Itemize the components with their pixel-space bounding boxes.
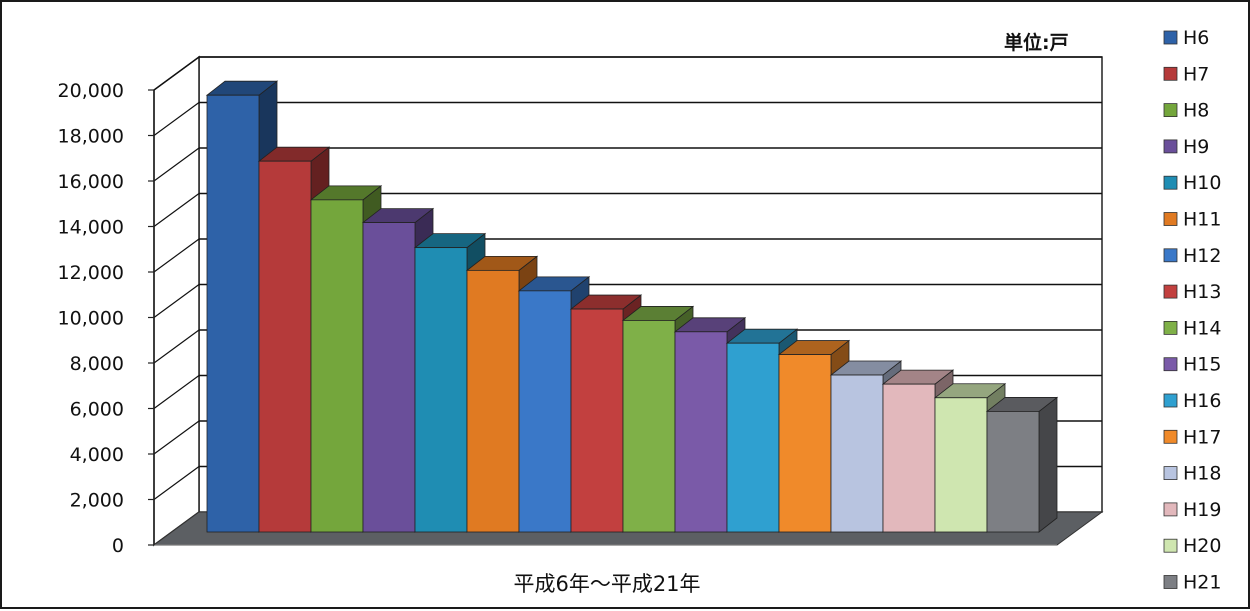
bar-front xyxy=(830,374,884,533)
bar-front xyxy=(414,247,468,533)
legend-label: H11 xyxy=(1183,209,1221,231)
legend-item-H6: H6 xyxy=(1163,27,1209,49)
gridline-side xyxy=(153,102,200,136)
legend-item-H10: H10 xyxy=(1163,172,1221,194)
legend-item-H19: H19 xyxy=(1163,499,1221,521)
bar-front xyxy=(986,411,1040,533)
legend-item-H17: H17 xyxy=(1163,426,1221,448)
legend-label: H20 xyxy=(1183,535,1221,557)
y-tick-label: 2,000 xyxy=(70,490,124,512)
legend-label: H7 xyxy=(1183,63,1209,85)
legend-label: H17 xyxy=(1183,426,1221,448)
gridline-side xyxy=(153,193,200,227)
bar-front xyxy=(934,397,988,533)
legend-item-H15: H15 xyxy=(1163,354,1221,376)
legend-swatch xyxy=(1163,139,1178,154)
bar-side xyxy=(1038,396,1058,533)
legend-item-H8: H8 xyxy=(1163,100,1209,122)
bar-front xyxy=(726,342,780,533)
y-tick-label: 10,000 xyxy=(58,308,124,330)
legend-label: H16 xyxy=(1183,390,1221,412)
y-tick-label: 8,000 xyxy=(70,353,124,375)
gridline-side xyxy=(153,420,200,455)
legend-swatch xyxy=(1163,320,1178,335)
legend-label: H13 xyxy=(1183,281,1221,303)
unit-label: 単位:戸 xyxy=(1004,31,1069,54)
legend-swatch xyxy=(1163,357,1178,372)
legend-item-H18: H18 xyxy=(1163,463,1221,485)
legend-swatch xyxy=(1163,103,1178,117)
y-tick-label: 14,000 xyxy=(58,217,124,239)
gridline-side xyxy=(153,375,200,409)
legend-item-H14: H14 xyxy=(1163,317,1221,339)
legend-item-H11: H11 xyxy=(1163,209,1221,231)
gridline-side xyxy=(153,238,200,273)
legend-swatch xyxy=(1163,30,1178,45)
bar-front xyxy=(310,199,364,533)
legend-label: H19 xyxy=(1183,499,1221,521)
x-axis-label: 平成6年～平成21年 xyxy=(513,572,700,596)
gridline-side xyxy=(153,284,200,318)
legend-swatch xyxy=(1163,429,1178,444)
legend-swatch xyxy=(1163,502,1178,517)
y-tick-label: 20,000 xyxy=(58,80,124,102)
gridline-side xyxy=(153,329,200,364)
bar-front xyxy=(882,383,936,533)
legend-label: H9 xyxy=(1183,136,1209,158)
legend-label: H15 xyxy=(1183,354,1221,376)
legend-label: H14 xyxy=(1183,317,1221,339)
legend-item-H16: H16 xyxy=(1163,390,1221,412)
legend-swatch xyxy=(1163,538,1178,553)
legend-label: H12 xyxy=(1183,245,1221,267)
bar-front xyxy=(674,331,728,533)
y-tick-label: 12,000 xyxy=(58,262,124,284)
y-tick-label: 4,000 xyxy=(70,444,124,466)
legend-label: H10 xyxy=(1183,172,1221,194)
bar-front xyxy=(518,290,572,533)
legend-item-H7: H7 xyxy=(1163,63,1209,85)
legend-label: H8 xyxy=(1183,100,1209,122)
legend-item-H12: H12 xyxy=(1163,245,1221,267)
legend-item-H9: H9 xyxy=(1163,136,1209,158)
y-tick-label: 0 xyxy=(112,535,124,557)
legend-swatch xyxy=(1163,175,1178,190)
gridline-side xyxy=(153,56,200,91)
legend-swatch xyxy=(1163,248,1178,263)
y-tick-label: 16,000 xyxy=(58,171,124,193)
legend-swatch xyxy=(1163,212,1178,226)
y-axis: 0 2,000 4,000 6,000 8,000 10,000 12,000 14,000 1… xyxy=(58,80,155,557)
legend-swatch xyxy=(1163,466,1178,481)
legend-label: H6 xyxy=(1183,27,1209,49)
gridline-side xyxy=(153,466,200,500)
bar-front xyxy=(570,308,624,533)
bar-front xyxy=(778,354,832,533)
bar-front xyxy=(622,320,676,533)
legend-item-H21: H21 xyxy=(1163,572,1221,594)
legend-swatch xyxy=(1163,66,1178,81)
y-tick-label: 18,000 xyxy=(58,126,124,148)
y-tick-label: 6,000 xyxy=(70,399,124,421)
legend-item-H13: H13 xyxy=(1163,281,1221,303)
legend-swatch xyxy=(1163,393,1178,408)
bar-front xyxy=(258,160,312,533)
legend: H6 H7 H8 H9 H10 H11 H12 H13 H14 H15 H16 H17 H18 H19 H2… xyxy=(1163,27,1221,594)
gridline-side xyxy=(153,147,200,182)
legend-item-H20: H20 xyxy=(1163,535,1221,557)
bar-front xyxy=(206,94,260,533)
legend-label: H18 xyxy=(1183,463,1221,485)
bar-front xyxy=(362,222,416,533)
bar-H21 xyxy=(985,396,1059,533)
legend-swatch xyxy=(1163,284,1178,299)
bar-front xyxy=(466,269,520,533)
legend-label: H21 xyxy=(1183,572,1221,594)
legend-swatch xyxy=(1163,575,1178,589)
bars xyxy=(205,80,1059,533)
